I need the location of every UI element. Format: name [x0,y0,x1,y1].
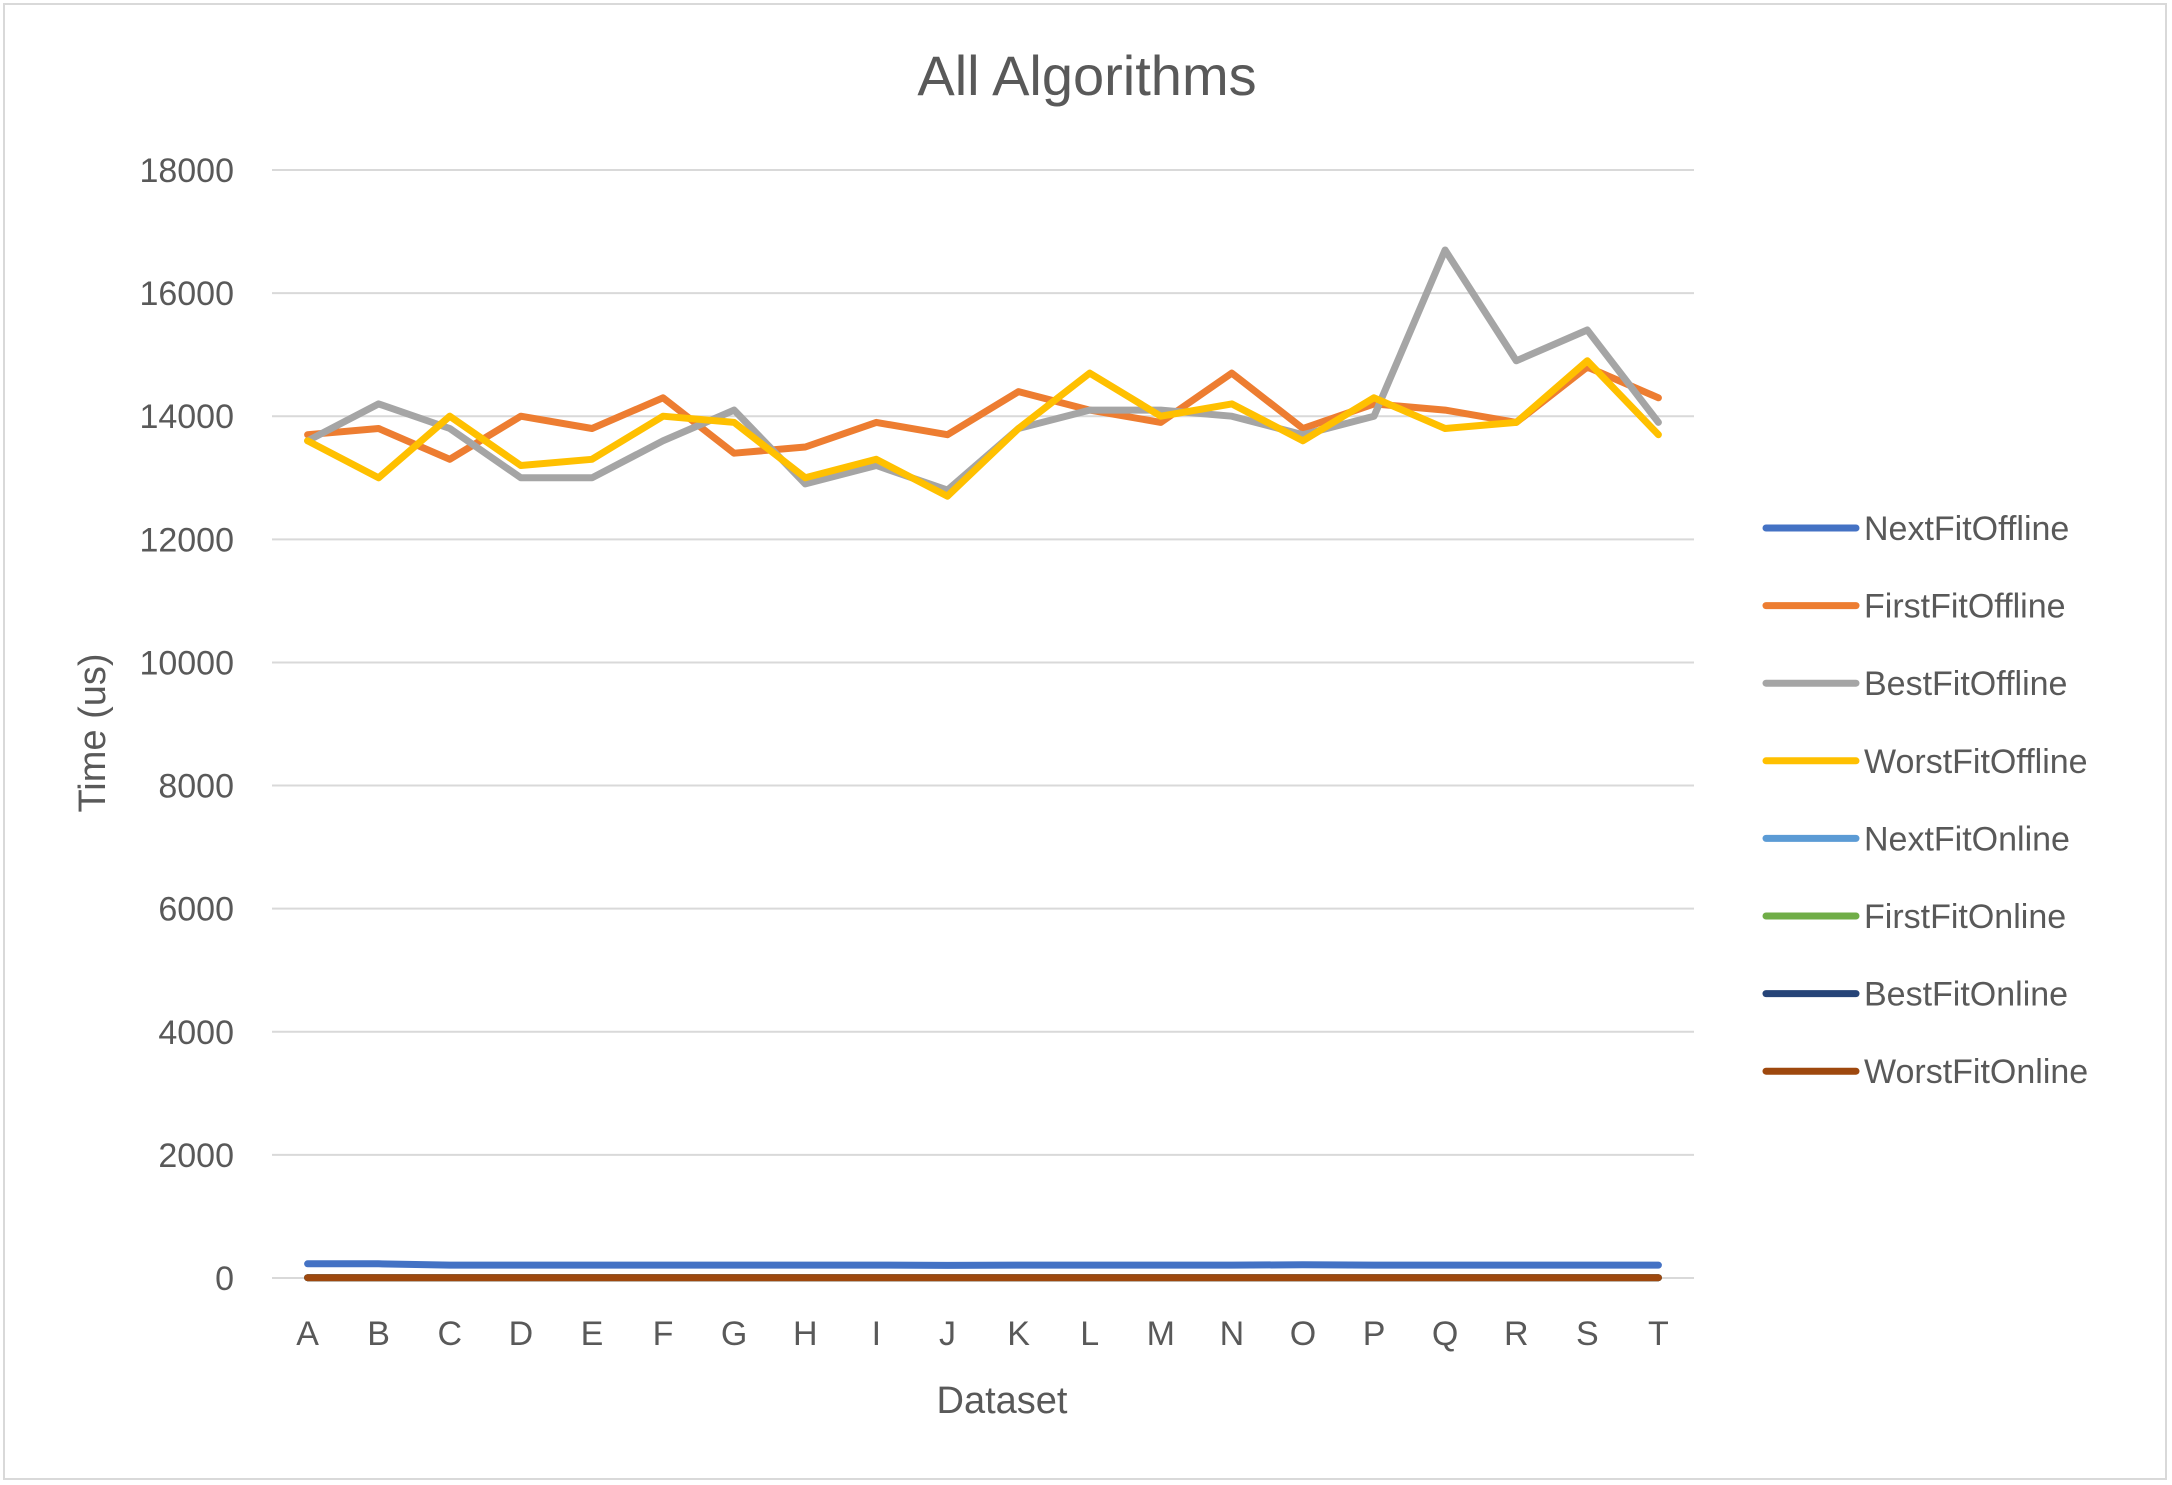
x-tick-label: Q [1432,1315,1458,1353]
x-tick-label: K [1007,1315,1030,1353]
x-tick-label: J [939,1315,956,1353]
y-axis-title: Time (us) [72,653,114,812]
x-tick-label: G [721,1315,747,1353]
x-tick-label: L [1080,1315,1099,1353]
chart-frame [3,3,2167,1480]
y-axis-ticks: 0 2000 4000 6000 8000 10000 12000 14000 16000 180… [139,152,234,1298]
y-tick-label: 18000 [139,152,234,190]
legend-label: WorstFitOnline [1864,1053,2088,1091]
x-tick-label: R [1504,1315,1529,1353]
legend-label: NextFitOnline [1864,820,2070,858]
legend-item: BestFitOnline [1762,976,2068,1014]
x-tick-label: C [437,1315,462,1353]
x-axis-title: Dataset [937,1380,1068,1422]
legend-item: WorstFitOnline [1762,1053,2088,1091]
x-tick-label: O [1290,1315,1316,1353]
legend-item: BestFitOffline [1762,665,2067,703]
y-tick-label: 10000 [139,644,234,682]
legend-item: FirstFitOffline [1762,588,2066,626]
x-axis-ticks: A B C D E F G H I J K L M N O P Q R S T [296,1315,1669,1353]
y-tick-label: 2000 [158,1137,234,1175]
y-tick-label: 4000 [158,1014,234,1052]
x-tick-label: N [1220,1315,1245,1353]
x-tick-label: E [581,1315,604,1353]
y-tick-label: 12000 [139,521,234,559]
y-tick-label: 14000 [139,398,234,436]
legend: NextFitOffline FirstFitOffline BestFitOffl… [1762,510,2088,1091]
legend-item: NextFitOnline [1762,820,2070,858]
y-tick-label: 8000 [158,768,234,806]
legend-label: FirstFitOnline [1864,898,2066,936]
x-tick-label: B [367,1315,390,1353]
x-tick-label: M [1147,1315,1175,1353]
x-tick-label: T [1648,1315,1669,1353]
x-tick-label: P [1363,1315,1386,1353]
legend-item: FirstFitOnline [1762,898,2066,936]
legend-label: BestFitOffline [1864,665,2067,703]
series-lines [304,246,1662,1282]
x-tick-label: H [793,1315,818,1353]
x-tick-label: S [1576,1315,1599,1353]
x-tick-label: F [653,1315,674,1353]
legend-label: BestFitOnline [1864,976,2068,1014]
x-tick-label: D [509,1315,534,1353]
legend-item: WorstFitOffline [1762,743,2088,781]
y-tick-label: 6000 [158,891,234,929]
legend-label: WorstFitOffline [1864,743,2088,781]
y-tick-label: 16000 [139,275,234,313]
x-tick-label: I [872,1315,881,1353]
legend-label: FirstFitOffline [1864,588,2066,626]
legend-label: NextFitOffline [1864,510,2069,548]
series-line-WorstFitOffline [304,357,1662,500]
gridlines [272,169,1694,1279]
chart-title: All Algorithms [917,44,1256,107]
y-tick-label: 0 [215,1260,234,1298]
legend-item: NextFitOffline [1762,510,2069,548]
series-line-FirstFitOffline [304,363,1662,463]
series-line-NextFitOffline [304,1260,1662,1269]
x-tick-label: A [296,1315,319,1353]
